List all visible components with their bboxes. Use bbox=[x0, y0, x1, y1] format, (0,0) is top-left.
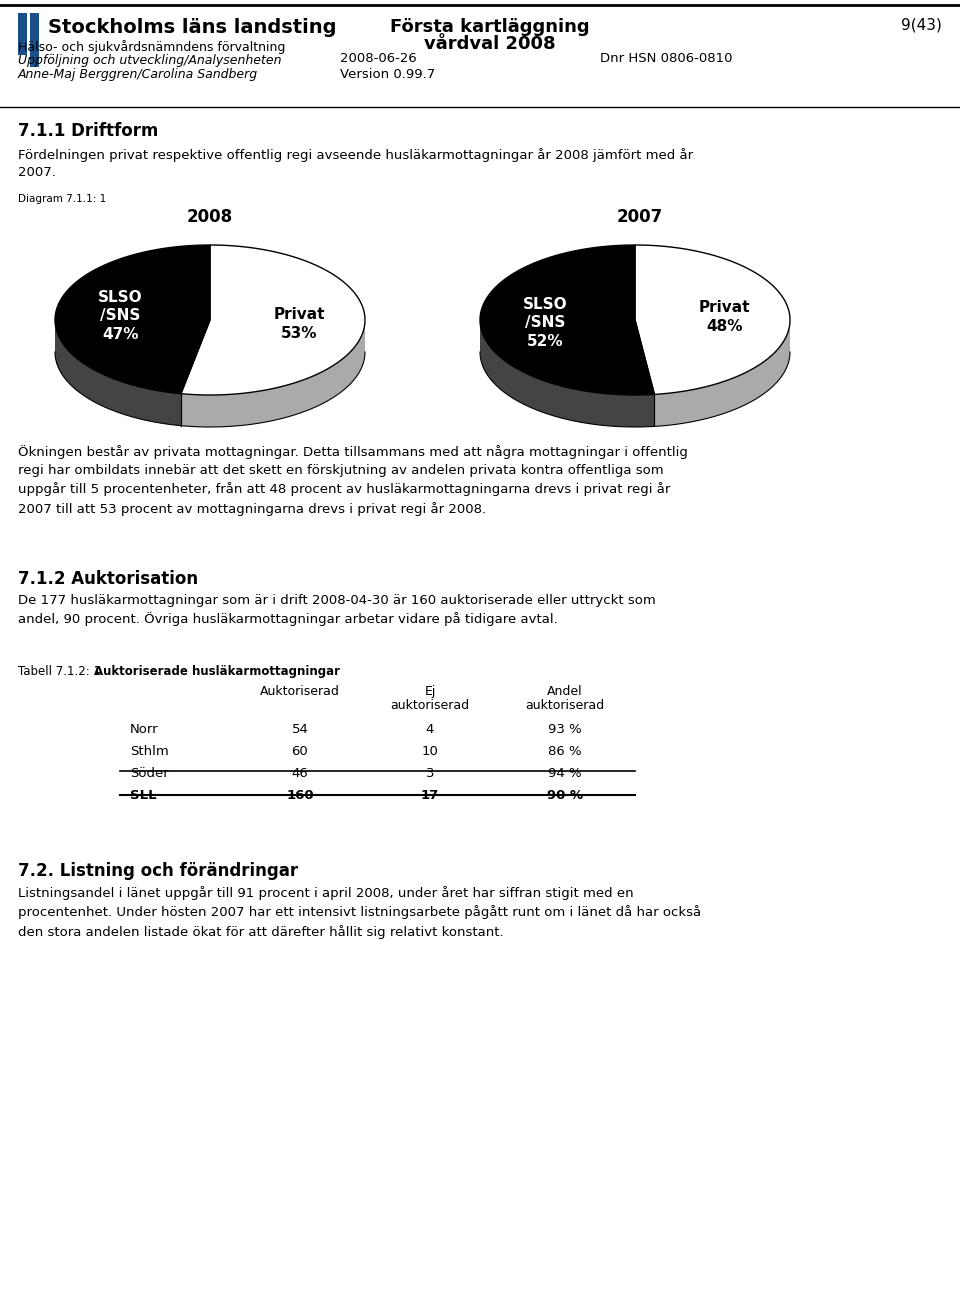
Polygon shape bbox=[655, 320, 790, 426]
Text: Ej: Ej bbox=[424, 685, 436, 698]
Polygon shape bbox=[180, 244, 365, 395]
Text: SLSO
/SNS
47%: SLSO /SNS 47% bbox=[98, 290, 143, 342]
Text: 7.1.2 Auktorisation: 7.1.2 Auktorisation bbox=[18, 569, 198, 588]
Text: vårdval 2008: vårdval 2008 bbox=[424, 35, 556, 53]
Text: Uppföljning och utveckling/Analysenheten: Uppföljning och utveckling/Analysenheten bbox=[18, 55, 281, 68]
Text: Stockholms läns landsting: Stockholms läns landsting bbox=[48, 18, 337, 36]
Text: 60: 60 bbox=[292, 745, 308, 758]
Text: Privat
48%: Privat 48% bbox=[699, 300, 751, 334]
Text: SLL: SLL bbox=[130, 789, 156, 802]
Text: 17: 17 bbox=[420, 789, 439, 802]
Text: Ökningen består av privata mottagningar. Detta tillsammans med att några mottagn: Ökningen består av privata mottagningar.… bbox=[18, 445, 688, 516]
Text: Auktoriserade husläkarmottagningar: Auktoriserade husläkarmottagningar bbox=[94, 666, 340, 679]
Text: Första kartläggning: Första kartläggning bbox=[390, 18, 589, 36]
Text: 3: 3 bbox=[425, 767, 434, 780]
Text: 2008: 2008 bbox=[187, 208, 233, 226]
Bar bbox=[18, 35, 27, 42]
Polygon shape bbox=[635, 244, 790, 394]
Text: Norr: Norr bbox=[130, 723, 158, 736]
Text: 7.2. Listning och förändringar: 7.2. Listning och förändringar bbox=[18, 862, 299, 880]
Text: auktoriserad: auktoriserad bbox=[391, 699, 469, 712]
Text: Anne-Maj Berggren/Carolina Sandberg: Anne-Maj Berggren/Carolina Sandberg bbox=[18, 68, 258, 81]
Polygon shape bbox=[480, 244, 655, 395]
Text: 94 %: 94 % bbox=[548, 767, 582, 780]
Text: 4: 4 bbox=[426, 723, 434, 736]
Polygon shape bbox=[55, 244, 210, 394]
Text: 2007: 2007 bbox=[617, 208, 663, 226]
Text: Auktoriserad: Auktoriserad bbox=[260, 685, 340, 698]
Text: Hälso- och sjukvårdsnämndens förvaltning: Hälso- och sjukvårdsnämndens förvaltning bbox=[18, 40, 285, 55]
Polygon shape bbox=[180, 320, 365, 426]
Text: Tabell 7.1.2: 1: Tabell 7.1.2: 1 bbox=[18, 666, 105, 679]
Text: Privat
53%: Privat 53% bbox=[274, 307, 325, 341]
Text: 90 %: 90 % bbox=[547, 789, 583, 802]
Text: 54: 54 bbox=[292, 723, 308, 736]
Text: Fördelningen privat respektive offentlig regi avseende husläkarmottagningar år 2: Fördelningen privat respektive offentlig… bbox=[18, 148, 693, 179]
Text: auktoriserad: auktoriserad bbox=[525, 699, 605, 712]
Text: Diagram 7.1.1: 1: Diagram 7.1.1: 1 bbox=[18, 194, 107, 204]
Text: Version 0.99.7: Version 0.99.7 bbox=[340, 68, 435, 81]
Text: Dnr HSN 0806-0810: Dnr HSN 0806-0810 bbox=[600, 52, 732, 65]
Text: 10: 10 bbox=[421, 745, 439, 758]
Text: 46: 46 bbox=[292, 767, 308, 780]
Polygon shape bbox=[55, 320, 180, 425]
Text: Listningsandel i länet uppgår till 91 procent i april 2008, under året har siffr: Listningsandel i länet uppgår till 91 pr… bbox=[18, 887, 701, 939]
Text: 86 %: 86 % bbox=[548, 745, 582, 758]
Text: 9(43): 9(43) bbox=[901, 18, 942, 32]
Text: Söder: Söder bbox=[130, 767, 169, 780]
Text: 93 %: 93 % bbox=[548, 723, 582, 736]
Bar bbox=[18, 13, 27, 55]
Text: 2008-06-26: 2008-06-26 bbox=[340, 52, 417, 65]
Bar bbox=[30, 13, 39, 68]
Polygon shape bbox=[480, 320, 655, 426]
Text: De 177 husläkarmottagningar som är i drift 2008-04-30 är 160 auktoriserade eller: De 177 husläkarmottagningar som är i dri… bbox=[18, 594, 656, 627]
Text: SLSO
/SNS
52%: SLSO /SNS 52% bbox=[523, 296, 567, 348]
Text: 160: 160 bbox=[286, 789, 314, 802]
Text: Sthlm: Sthlm bbox=[130, 745, 169, 758]
Text: Andel: Andel bbox=[547, 685, 583, 698]
Text: 7.1.1 Driftform: 7.1.1 Driftform bbox=[18, 122, 158, 140]
